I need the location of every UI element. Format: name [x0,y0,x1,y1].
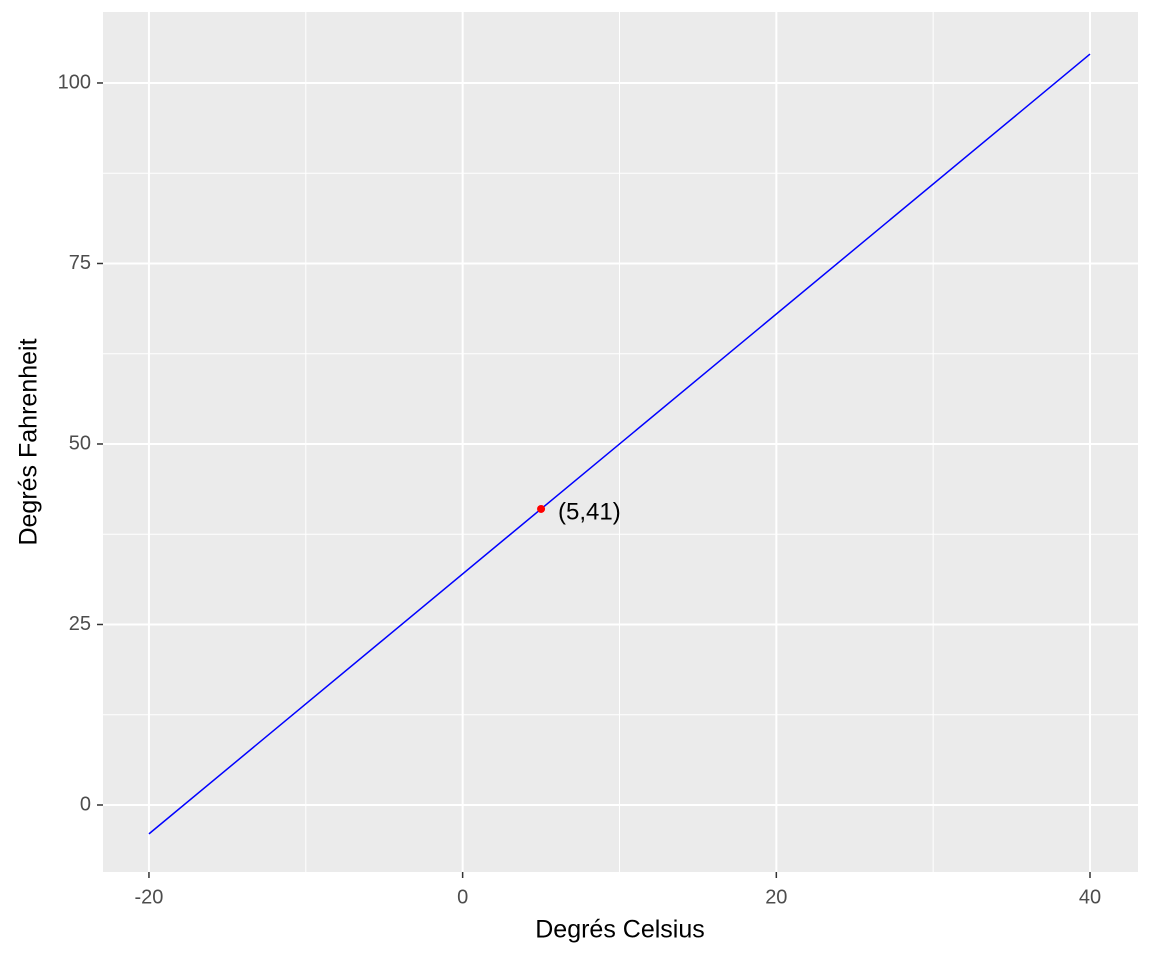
point [537,504,546,513]
y-tick-label: 100 [58,71,91,93]
y-tick-label: 75 [69,252,91,274]
x-tick-label: 0 [457,886,468,908]
line-series [148,53,1091,835]
y-tick-label: 0 [80,793,91,815]
y-tick-label: 25 [69,613,91,635]
x-axis-title: Degrés Celsius [535,916,705,944]
x-tick-label: 20 [765,886,787,908]
x-tick-label: 40 [1079,886,1101,908]
point-label: (5,41) [558,498,621,525]
y-axis-title: Degrés Fahrenheit [15,338,43,545]
y-tick-label: 50 [69,432,91,454]
x-tick-label: -20 [135,886,164,908]
